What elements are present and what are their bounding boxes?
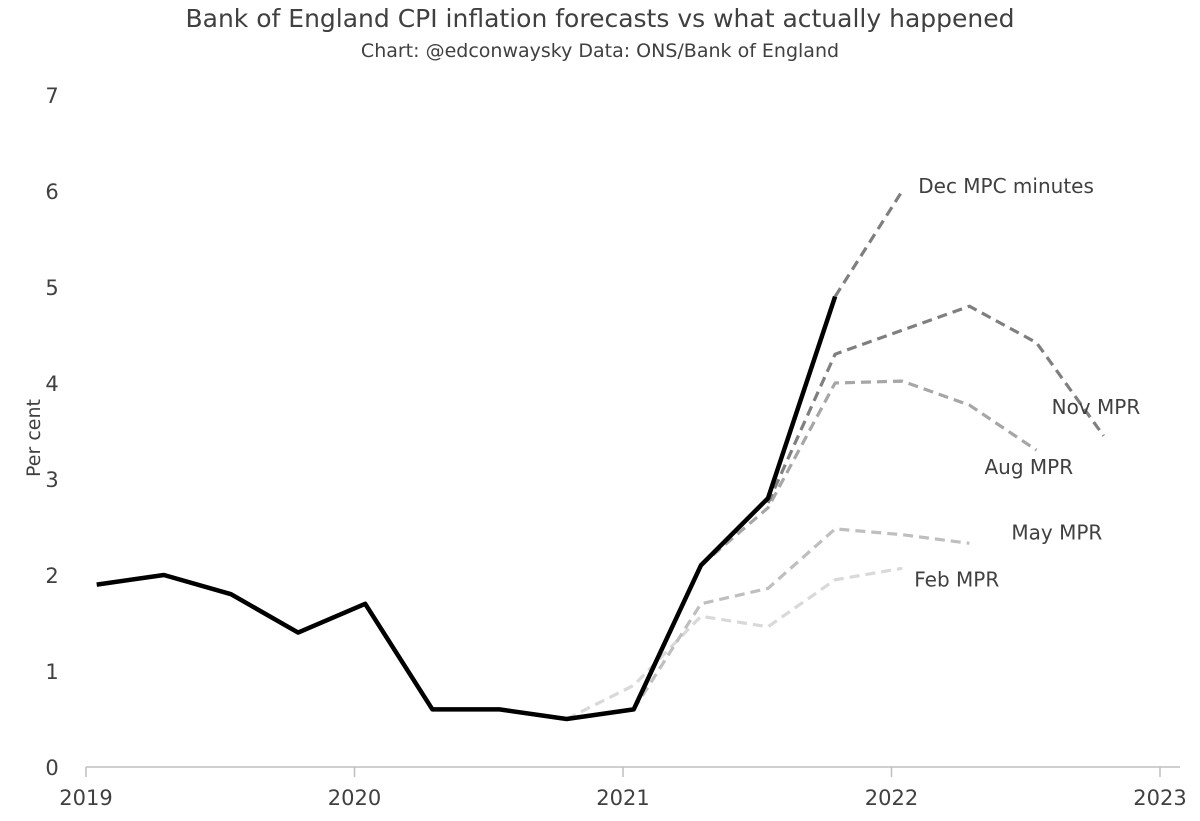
series-line-may-mpr <box>632 527 970 711</box>
y-tick-label: 2 <box>45 564 58 588</box>
y-tick-label: 6 <box>45 180 58 204</box>
y-tick-label: 4 <box>45 372 58 396</box>
x-tick-label: 2021 <box>596 786 649 810</box>
x-tick-label: 2020 <box>328 786 381 810</box>
chart-subtitle: Chart: @edconwaysky Data: ONS/Bank of En… <box>360 40 840 62</box>
chart-title: Bank of England CPI inflation forecasts … <box>185 4 1015 33</box>
series-label-may-mpr: May MPR <box>1011 520 1102 544</box>
series-label-aug-mpr: Aug MPR <box>984 455 1073 479</box>
x-tick-label: 2019 <box>59 786 112 810</box>
series-line-actual-cpi <box>96 295 838 722</box>
series-line-feb-mpr <box>565 566 903 721</box>
series-label-feb-mpr: Feb MPR <box>914 567 999 591</box>
y-tick-label: 7 <box>45 84 58 108</box>
x-tick-label: 2023 <box>1133 786 1186 810</box>
series-label-nov-mpr: Nov MPR <box>1052 395 1141 419</box>
y-tick-label: 3 <box>45 468 58 492</box>
y-tick-label: 1 <box>45 660 58 684</box>
y-tick-label: 5 <box>45 276 58 300</box>
series-label-dec-mpc-minutes: Dec MPC minutes <box>918 174 1094 198</box>
series-line-nov-mpr <box>766 304 1105 504</box>
y-tick-label: 0 <box>45 756 58 780</box>
series-line-dec-mpc-minutes <box>833 190 904 298</box>
axis-layer: 0 1 2 3 4 5 6 7 2019 2020 2021 2022 2023 <box>45 84 1186 810</box>
series-layer <box>96 190 1105 722</box>
series-label-layer: Dec MPC minutes Nov MPR Aug MPR May MPR Feb … <box>914 174 1140 591</box>
series-line-aug-mpr <box>699 379 1038 567</box>
x-tick-label: 2022 <box>865 786 918 810</box>
